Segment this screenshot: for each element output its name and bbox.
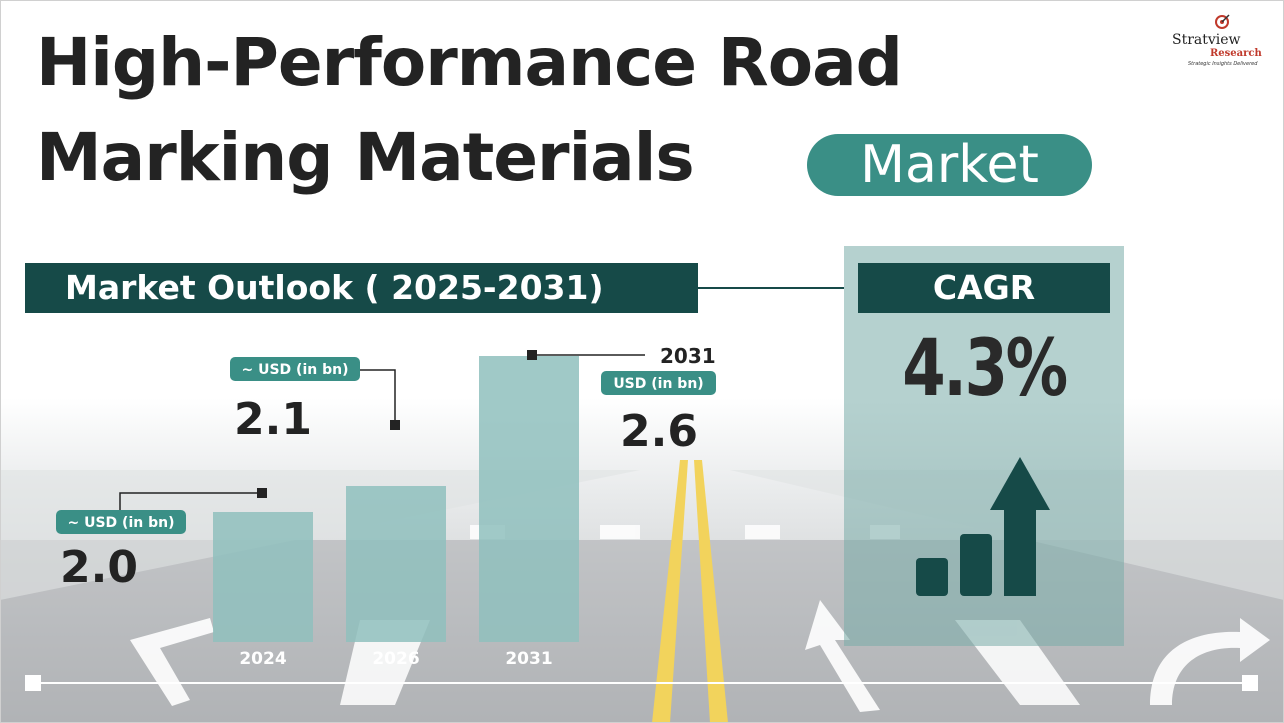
callout-marker-2024 [257, 488, 267, 498]
callout-year-label: 2031 [660, 344, 716, 368]
logo-tagline: Strategic Insights Delivered [1188, 61, 1258, 67]
bar-2026 [346, 486, 446, 642]
cagr-value: 4.3% [902, 324, 1068, 414]
category-label-2031: 2031 [505, 649, 552, 669]
logo-subname: Research [1210, 48, 1262, 59]
bar-2031 [479, 356, 579, 642]
unit-pill-2031 [601, 371, 716, 395]
callout-marker-2031 [527, 350, 537, 360]
outlook-heading: Market Outlook ( 2025-2031) [25, 263, 698, 313]
cagr-heading: CAGR [858, 263, 1110, 313]
value-label-2026: 2.1 [234, 394, 312, 445]
value-label-2031: 2.6 [620, 406, 698, 457]
bar-2024 [213, 512, 313, 642]
logo-target-icon [1215, 14, 1230, 29]
title-line-2: Marking Materials [36, 119, 695, 196]
callout-leader-2024 [119, 492, 262, 510]
category-label-2026: 2026 [372, 649, 419, 669]
growth-chart-icon [916, 457, 1050, 596]
category-label-2024: 2024 [239, 649, 286, 669]
value-label-2024: 2.0 [60, 542, 138, 593]
unit-label-2024: ~ USD (in bn) [68, 515, 175, 531]
logo-name: Stratview [1172, 32, 1241, 48]
title-highlight-pill: Market [807, 134, 1092, 196]
unit-pill-2026 [230, 357, 360, 381]
unit-label-2026: ~ USD (in bn) [242, 362, 349, 378]
title-line-1: High-Performance Road [36, 24, 903, 101]
brand-logo: Stratview Research Strategic Insights De… [1166, 14, 1266, 72]
unit-label-2031: USD (in bn) [613, 376, 703, 392]
callout-marker-2026 [390, 420, 400, 430]
callout-leader-2026 [360, 369, 396, 425]
unit-pill-2024 [56, 510, 186, 534]
